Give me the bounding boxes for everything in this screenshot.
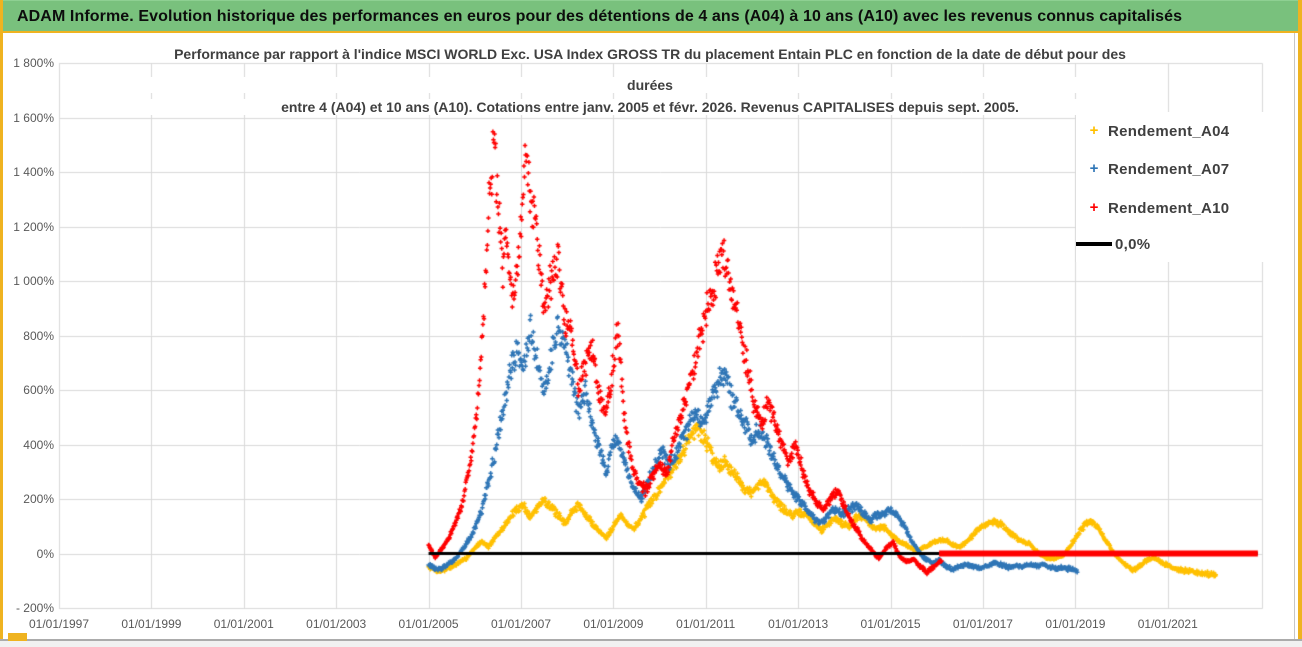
- y-axis-tick-label: 1 000%: [13, 274, 54, 288]
- gold-left-border: [0, 0, 3, 647]
- line-swatch-icon: [1076, 242, 1112, 246]
- chart-title-line-3: entre 4 (A04) et 10 ans (A10). Cotations…: [150, 99, 1150, 115]
- y-axis-tick-label: 1 600%: [13, 110, 54, 125]
- window-title: ADAM Informe. Evolution historique des p…: [17, 7, 1183, 25]
- plus-marker-icon: +: [1089, 199, 1099, 216]
- y-axis-tick-label: 400%: [23, 437, 54, 452]
- x-axis-tick-label: 01/01/2007: [490, 617, 551, 631]
- chart-title-line-2: durées: [150, 77, 1150, 93]
- chart-title-line-1: Performance par rapport à l'indice MSCI …: [150, 46, 1150, 62]
- y-axis-tick-label: 200%: [23, 492, 54, 506]
- gold-corner-chip: [8, 633, 27, 641]
- legend-item-rendement-a10[interactable]: + Rendement_A10: [1080, 197, 1230, 219]
- gold-right-border: [1298, 0, 1302, 647]
- y-axis-tick-label: 1 200%: [13, 219, 54, 234]
- plus-marker-icon: +: [1089, 122, 1099, 139]
- window-title-bar: ADAM Informe. Evolution historique des p…: [0, 0, 1302, 32]
- plus-marker-icon: +: [1089, 160, 1099, 177]
- pane-edge-line: [1294, 33, 1295, 639]
- x-axis-tick-label: 01/01/2021: [1137, 617, 1198, 631]
- legend-label: 0,0%: [1115, 235, 1151, 253]
- x-axis-tick-label: 01/01/2013: [768, 617, 829, 631]
- y-axis-tick-label: 600%: [23, 383, 54, 397]
- y-axis-tick-label: 800%: [23, 328, 54, 343]
- legend-label: Rendement_A04: [1108, 122, 1230, 140]
- legend-item-rendement-a04[interactable]: + Rendement_A04: [1080, 120, 1230, 142]
- y-axis-tick-label: - 200%: [15, 601, 54, 615]
- x-axis-tick-label: 01/01/1999: [121, 617, 182, 631]
- legend-item-rendement-a07[interactable]: + Rendement_A07: [1080, 158, 1230, 180]
- legend-item-zero-line[interactable]: 0,0%: [1076, 233, 1150, 255]
- x-axis-tick-label: 01/01/2005: [398, 617, 459, 631]
- x-axis-tick-label: 01/01/2019: [1045, 617, 1106, 631]
- x-axis-tick-label: 01/01/2009: [583, 617, 644, 631]
- y-axis-tick-label: 1 800%: [13, 56, 54, 70]
- y-axis-tick-label: 0%: [36, 546, 54, 561]
- x-axis-tick-label: 01/01/2001: [213, 617, 274, 631]
- x-axis-tick-label: 01/01/2017: [952, 617, 1013, 631]
- gold-underline-divider: [0, 31, 1302, 33]
- chart-legend[interactable]: + Rendement_A04 + Rendement_A07 + Rendem…: [1076, 112, 1268, 262]
- x-axis-tick-label: 01/01/2015: [860, 617, 921, 631]
- legend-label: Rendement_A07: [1108, 160, 1230, 178]
- legend-label: Rendement_A10: [1108, 199, 1230, 217]
- window-bottom-edge: [0, 639, 1302, 647]
- y-axis-tick-label: 1 400%: [13, 165, 54, 179]
- x-axis-tick-label: 01/01/2011: [676, 617, 736, 631]
- x-axis-tick-label: 01/01/1997: [28, 617, 90, 631]
- x-axis-tick-label: 01/01/2003: [306, 617, 367, 631]
